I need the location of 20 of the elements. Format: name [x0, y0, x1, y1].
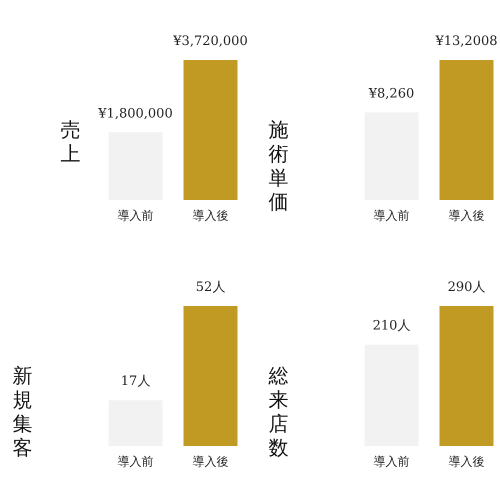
- x-tick-label: 導入前: [118, 454, 154, 468]
- data-label: 210人: [372, 318, 410, 334]
- y-axis-title: 売上: [60, 118, 80, 166]
- data-label: 52人: [196, 280, 226, 295]
- data-label: 17人: [120, 374, 150, 390]
- y-axis-title: 施術単価: [268, 118, 288, 214]
- y-axis-title: 新規集客: [12, 364, 32, 460]
- x-tick-label: 導入前: [374, 454, 410, 468]
- data-label: ¥1,800,000: [97, 106, 173, 122]
- x-tick-label: 導入後: [192, 454, 228, 468]
- data-label: 290人: [448, 280, 486, 295]
- data-label: ¥13,2008: [434, 34, 498, 49]
- y-axis-title: 総来店数: [268, 364, 288, 460]
- x-tick-label: 導入前: [374, 208, 410, 222]
- x-tick-label: 導入後: [448, 208, 484, 222]
- data-label: ¥3,720,000: [172, 34, 248, 49]
- x-tick-label: 導入後: [192, 208, 228, 222]
- data-label: ¥8,260: [368, 86, 414, 102]
- x-tick-label: 導入後: [448, 454, 484, 468]
- x-tick-label: 導入前: [118, 208, 154, 222]
